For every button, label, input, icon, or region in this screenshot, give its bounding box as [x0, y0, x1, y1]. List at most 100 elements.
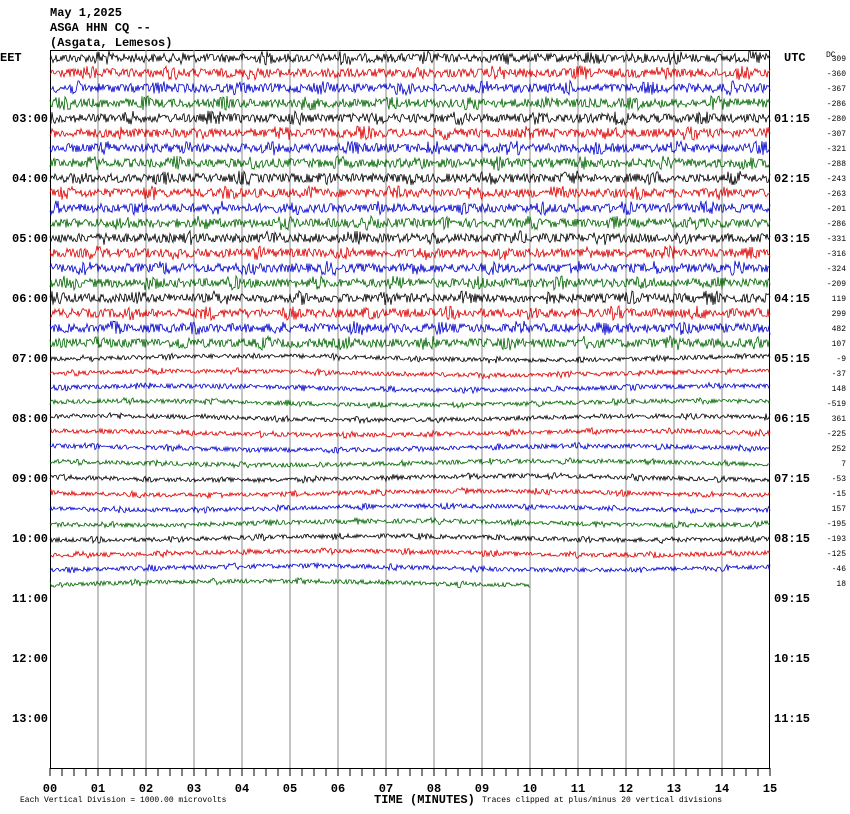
trace: [49, 334, 771, 352]
trace: [49, 260, 771, 277]
x-axis-title: TIME (MINUTES): [374, 793, 475, 807]
x-tick-label: 07: [379, 782, 393, 796]
x-tick-label: 03: [187, 782, 201, 796]
trace: [49, 381, 771, 395]
utc-label: 08:15: [774, 532, 810, 546]
utc-label: 04:15: [774, 292, 810, 306]
x-tick-label: 06: [331, 782, 345, 796]
dc-offset: -324: [827, 265, 846, 274]
trace: [49, 516, 771, 530]
dc-offset: -263: [827, 190, 846, 199]
dc-offset: -193: [827, 535, 846, 544]
right-axis-title: UTC: [784, 51, 806, 65]
eet-label: 04:00: [12, 172, 48, 186]
trace: [49, 110, 771, 126]
dc-offset: -243: [827, 175, 846, 184]
dc-offset: 309: [832, 55, 847, 64]
trace: [49, 576, 531, 589]
eet-label: 07:00: [12, 352, 48, 366]
dc-offset: -195: [827, 520, 846, 529]
eet-label: 13:00: [12, 712, 48, 726]
dc-offset: -331: [827, 235, 846, 244]
trace: [49, 274, 771, 292]
x-tick-label: 04: [235, 782, 249, 796]
dc-offset: -46: [832, 565, 847, 574]
trace: [49, 457, 771, 469]
dc-offset: 107: [832, 340, 847, 349]
scale-note: Each Vertical Division = 1000.00 microvo…: [20, 796, 227, 805]
dc-offset: -280: [827, 115, 846, 124]
trace: [49, 184, 771, 202]
trace: [49, 125, 771, 141]
dc-offset: -286: [827, 220, 846, 229]
trace: [50, 547, 771, 559]
trace: [49, 155, 771, 171]
utc-label: 10:15: [774, 652, 810, 666]
x-tick-label: 09: [475, 782, 489, 796]
dc-offset: -307: [827, 130, 846, 139]
x-tick-label: 08: [427, 782, 441, 796]
utc-label: 06:15: [774, 412, 810, 426]
dc-offset: 119: [832, 295, 847, 304]
dc-offset: -53: [832, 475, 847, 484]
eet-label: 12:00: [12, 652, 48, 666]
x-tick-label: 12: [619, 782, 633, 796]
eet-label: 11:00: [12, 592, 48, 606]
utc-label: 02:15: [774, 172, 810, 186]
eet-label: 09:00: [12, 472, 48, 486]
trace: [49, 320, 771, 336]
trace: [49, 502, 771, 514]
dc-offset: -9: [836, 355, 846, 364]
dc-offset: 252: [832, 445, 847, 454]
clip-note: Traces clipped at plus/minus 20 vertical…: [482, 796, 722, 805]
dc-offset: 18: [836, 580, 846, 589]
dc-offset: -288: [827, 160, 846, 169]
x-tick-label: 10: [523, 782, 537, 796]
dc-title: DC: [826, 51, 836, 60]
dc-offset: -519: [827, 400, 846, 409]
trace: [49, 79, 771, 97]
trace: [49, 95, 771, 112]
trace: [49, 411, 771, 425]
trace: [49, 290, 771, 306]
utc-label: 07:15: [774, 472, 810, 486]
trace: [49, 426, 771, 440]
eet-label: 05:00: [12, 232, 48, 246]
trace: [49, 304, 771, 322]
utc-label: 01:15: [774, 112, 810, 126]
dc-offset: 148: [832, 385, 847, 394]
dc-offset: -286: [827, 100, 846, 109]
trace: [49, 229, 771, 246]
x-tick-label: 15: [763, 782, 777, 796]
date: May 1,2025: [50, 6, 122, 20]
trace: [49, 64, 771, 82]
dc-offset: -201: [827, 205, 846, 214]
station: ASGA HHN CQ --: [50, 21, 151, 35]
trace: [49, 472, 771, 484]
dc-offset: -367: [827, 85, 846, 94]
dc-offset: -209: [827, 280, 846, 289]
eet-label: 06:00: [12, 292, 48, 306]
x-tick-label: 11: [571, 782, 585, 796]
trace: [49, 214, 771, 232]
eet-label: 10:00: [12, 532, 48, 546]
x-tick-label: 01: [91, 782, 105, 796]
trace: [49, 199, 771, 217]
location: (Asgata, Lemesos): [50, 36, 172, 50]
eet-label: 03:00: [12, 112, 48, 126]
trace: [49, 49, 771, 66]
trace: [49, 532, 771, 545]
trace: [49, 352, 771, 364]
eet-label: 08:00: [12, 412, 48, 426]
dc-offset: 7: [841, 460, 846, 469]
dc-offset: 482: [832, 325, 847, 334]
trace: [49, 441, 771, 454]
x-tick-label: 02: [139, 782, 153, 796]
dc-offset: -321: [827, 145, 846, 154]
trace: [49, 486, 771, 500]
dc-offset: -360: [827, 70, 846, 79]
trace: [49, 170, 771, 187]
utc-label: 05:15: [774, 352, 810, 366]
dc-offset: 157: [832, 505, 847, 514]
